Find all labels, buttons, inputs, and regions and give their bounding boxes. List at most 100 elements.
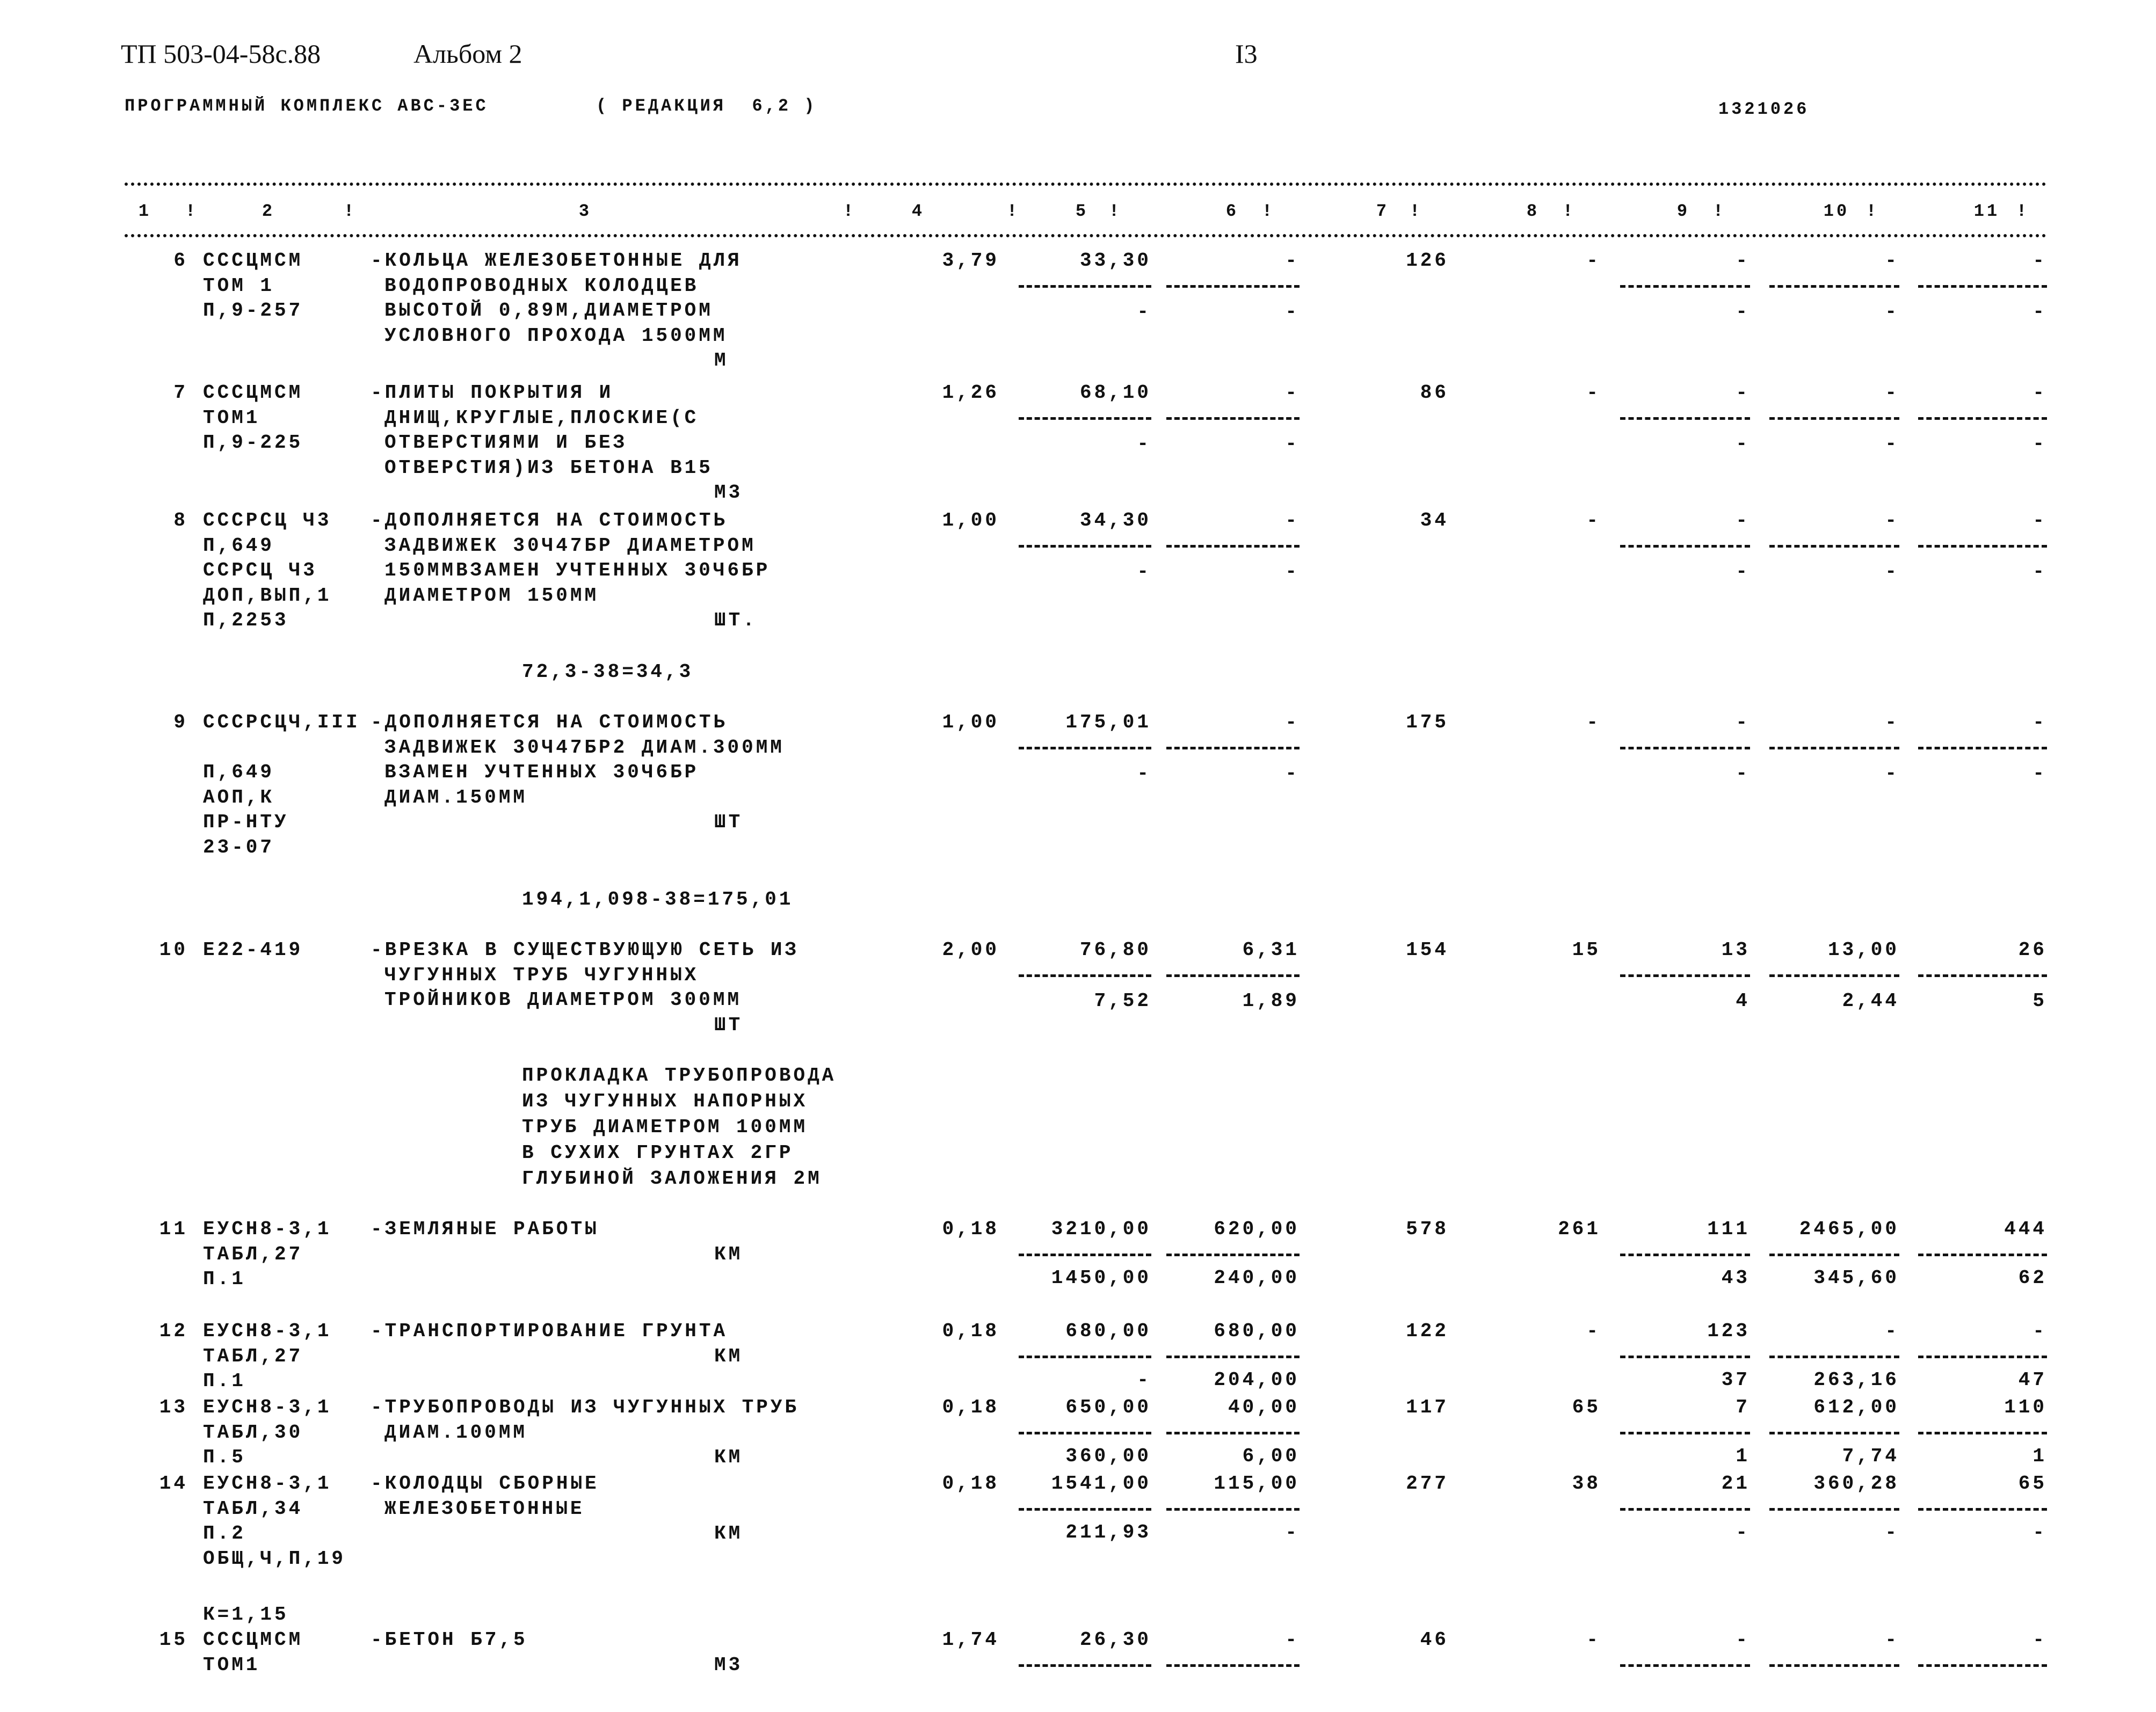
row-code-line: СССРСЦ Ч3: [203, 509, 332, 531]
value-c10: -: [1885, 1320, 1899, 1342]
value-divider: [1918, 1431, 2047, 1434]
sub-value-c10: -: [1885, 301, 1899, 323]
value-divider: [1166, 417, 1300, 420]
sub-value-c5: -: [1137, 301, 1151, 323]
sub-value-c6: 6,00: [1242, 1445, 1300, 1467]
row-description-line: -БЕТОН Б7,5: [371, 1629, 528, 1651]
row-code-line: П.1: [203, 1268, 246, 1290]
sub-value-c11: -: [2032, 560, 2047, 583]
value-c5: 175,01: [1065, 711, 1151, 733]
value-c4: 0,18: [942, 1396, 999, 1418]
row-description-line: ОТВЕРСТИЯ)ИЗ БЕТОНА В15: [384, 456, 713, 479]
sub-value-c5: 360,00: [1065, 1445, 1151, 1467]
row-description-line: -ДОПОЛНЯЕТСЯ НА СТОИМОСТЬ: [371, 509, 728, 531]
value-c7: 277: [1406, 1473, 1449, 1495]
sub-value-c11: -: [2032, 762, 2047, 785]
column-header-7: 7: [1376, 201, 1390, 221]
value-divider: [1019, 1507, 1151, 1511]
value-c7: 122: [1406, 1320, 1449, 1342]
row-code-line: ТАБЛ,30: [203, 1421, 303, 1444]
value-divider: [1166, 1507, 1300, 1511]
value-divider: [1620, 1507, 1750, 1511]
value-c11: -: [2032, 250, 2047, 272]
column-header-8: 8: [1526, 201, 1540, 221]
sub-value-c9: 4: [1736, 990, 1750, 1012]
value-c4: 0,18: [942, 1320, 999, 1342]
row-code-line: ТОМ 1: [203, 274, 275, 297]
row-description-line: ОТВЕРСТИЯМИ И БЕЗ: [384, 432, 628, 454]
value-divider: [1620, 544, 1750, 548]
value-divider: [1918, 544, 2047, 548]
value-divider: [1918, 1355, 2047, 1358]
column-header-9: 9: [1676, 201, 1690, 221]
sub-value-c11: -: [2032, 433, 2047, 455]
value-c6: -: [1285, 711, 1300, 733]
column-separator: !: [185, 201, 199, 221]
row-code-line: ТАБЛ,27: [203, 1345, 303, 1367]
sub-value-c11: -: [2032, 1521, 2047, 1543]
row-description-line: ЗАДВИЖЕК 30Ч47БР2 ДИАМ.300ММ: [384, 736, 785, 759]
value-c9: -: [1736, 711, 1750, 733]
program-edition: ( РЕДАКЦИЯ 6,2 ): [596, 96, 817, 116]
sub-value-c10: -: [1885, 762, 1899, 785]
value-c11: -: [2032, 509, 2047, 531]
value-c8: -: [1586, 382, 1601, 404]
value-c8: -: [1586, 509, 1601, 531]
value-c9: 111: [1707, 1218, 1750, 1240]
value-c10: 612,00: [1813, 1396, 1899, 1418]
row-unit: ШТ.: [714, 609, 757, 631]
value-divider: [1769, 1355, 1899, 1358]
value-c11: -: [2032, 711, 2047, 733]
value-c8: -: [1586, 1629, 1601, 1651]
header-bottom-rule: [125, 234, 2047, 237]
column-separator: !: [1563, 201, 1576, 221]
row-code-line: ТОМ1: [203, 406, 260, 429]
value-divider: [1620, 746, 1750, 749]
value-c10: -: [1885, 509, 1899, 531]
value-c9: -: [1736, 382, 1750, 404]
sub-value-c5: -: [1137, 762, 1151, 785]
row-number: 7: [173, 382, 188, 404]
sub-value-c9: 43: [1721, 1266, 1750, 1289]
value-divider: [1166, 285, 1300, 288]
row-unit: КМ: [714, 1446, 743, 1468]
sub-value-c6: -: [1285, 433, 1300, 455]
row-code-line: ССРСЦ Ч3: [203, 559, 317, 581]
value-divider: [1166, 1253, 1300, 1256]
value-divider: [1918, 746, 2047, 749]
value-c6: 680,00: [1214, 1320, 1300, 1342]
value-divider: [1918, 285, 2047, 288]
sub-value-c5: -: [1137, 1368, 1151, 1391]
row-description-line: -ДОПОЛНЯЕТСЯ НА СТОИМОСТЬ: [371, 711, 728, 733]
row-code-line: ОБЩ,Ч,П,19: [203, 1547, 346, 1570]
section-heading-line: ГЛУБИНОЙ ЗАЛОЖЕНИЯ 2М: [522, 1168, 822, 1190]
value-c7: 154: [1406, 939, 1449, 961]
coefficient-note: К=1,15: [203, 1604, 289, 1626]
row-description-line: ВЫСОТОЙ 0,89М,ДИАМЕТРОМ: [384, 300, 713, 322]
value-c6: 6,31: [1242, 939, 1300, 961]
doc-code: ТП 503-04-58с.88: [121, 39, 321, 69]
row-number: 10: [159, 939, 188, 961]
column-header-6: 6: [1225, 201, 1239, 221]
value-c4: 0,18: [942, 1473, 999, 1495]
column-separator: !: [1410, 201, 1423, 221]
value-c11: 444: [2004, 1218, 2047, 1240]
value-c11: 65: [2018, 1473, 2047, 1495]
column-header-1: 1: [138, 201, 152, 221]
column-header-11: 11: [1973, 201, 2000, 221]
row-description-line: ТРОЙНИКОВ ДИАМЕТРОМ 300ММ: [384, 989, 742, 1011]
row-number: 11: [159, 1218, 188, 1240]
sub-value-c10: -: [1885, 1521, 1899, 1543]
sub-value-c10: -: [1885, 433, 1899, 455]
row-description-line: 150ММВЗАМЕН УЧТЕННЫХ 30Ч6БР: [384, 559, 771, 581]
value-c8: 261: [1558, 1218, 1601, 1240]
value-divider: [1918, 1507, 2047, 1511]
value-divider: [1620, 417, 1750, 420]
value-divider: [1769, 544, 1899, 548]
sub-value-c6: -: [1285, 560, 1300, 583]
program-name: ПРОГРАММНЫЙ КОМПЛЕКС АВС-3ЕС: [125, 96, 489, 116]
row-code-line: ТАБЛ,27: [203, 1243, 303, 1265]
value-divider: [1620, 1664, 1750, 1667]
value-c11: -: [2032, 382, 2047, 404]
